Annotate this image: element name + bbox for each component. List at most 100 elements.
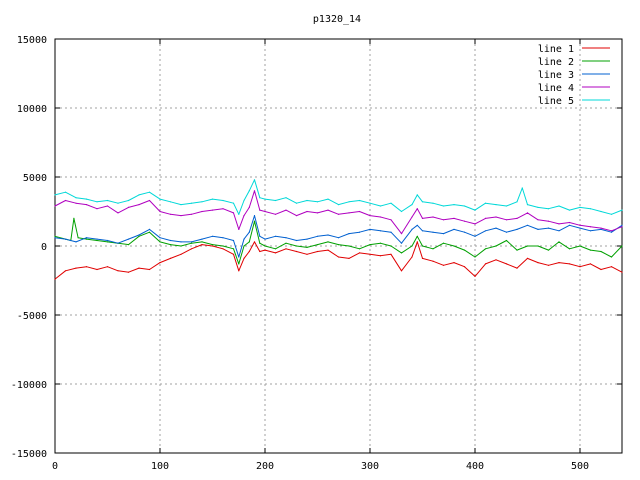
series-3-point xyxy=(306,238,308,240)
series-2-point xyxy=(253,220,256,222)
series-5-point xyxy=(369,202,371,204)
y-tick-label: 5000 xyxy=(23,173,47,184)
x-tick-label: 400 xyxy=(466,461,484,472)
series-4-point xyxy=(64,199,67,202)
series-5-point xyxy=(416,194,418,196)
series-1-point xyxy=(190,248,193,250)
series-2-point xyxy=(411,245,413,247)
series-1-point xyxy=(442,264,445,266)
series-4-point xyxy=(537,219,539,221)
series-3-point xyxy=(190,241,193,243)
series-4-point xyxy=(190,213,193,215)
series-4-point xyxy=(222,208,224,210)
series-4-point xyxy=(243,215,245,217)
series-1-point xyxy=(621,271,623,273)
series-5-point xyxy=(568,209,571,211)
series-2-point xyxy=(453,245,455,247)
series-5-point xyxy=(306,199,308,202)
series-1-point xyxy=(453,262,455,264)
series-2-point xyxy=(274,248,277,250)
series-4-point xyxy=(211,209,214,211)
series-2-point xyxy=(416,235,418,237)
y-tick-label: -15000 xyxy=(11,449,47,460)
series-4-point xyxy=(610,230,613,232)
series-4-point xyxy=(547,220,550,222)
series-1-point xyxy=(421,257,424,259)
series-2-point xyxy=(259,242,261,244)
series-2-point xyxy=(432,248,434,250)
series-2-point xyxy=(306,246,308,248)
series-4-point xyxy=(148,199,151,202)
series-4-point xyxy=(85,204,88,206)
series-4-point xyxy=(274,213,277,215)
series-3-point xyxy=(547,227,550,229)
series-1-point xyxy=(148,268,151,271)
series-1-point xyxy=(264,249,266,251)
series-4-point xyxy=(232,212,235,214)
series-5-point xyxy=(432,202,434,204)
y-tick-label: 10000 xyxy=(17,104,47,115)
series-4-point xyxy=(201,210,203,213)
series-1-point xyxy=(432,260,434,262)
series-5-point xyxy=(85,198,88,200)
series-2-point xyxy=(159,241,161,243)
series-1-point xyxy=(610,266,613,268)
series-2-point xyxy=(369,244,371,246)
series-4-point xyxy=(453,217,455,219)
series-5-point xyxy=(159,198,161,200)
series-3-point xyxy=(568,224,571,226)
series-5-point xyxy=(259,197,261,199)
series-3-point xyxy=(463,231,466,233)
series-1-point xyxy=(96,268,98,271)
series-2-point xyxy=(285,242,287,244)
series-3-point xyxy=(159,237,161,239)
series-3-point xyxy=(505,231,508,233)
series-3-point xyxy=(537,228,539,230)
x-tick-label: 500 xyxy=(571,461,589,472)
series-1-point xyxy=(201,244,203,246)
series-1-point xyxy=(505,263,508,265)
series-4-point xyxy=(264,210,266,213)
series-5-point xyxy=(75,197,77,199)
series-4-point xyxy=(416,208,418,210)
series-1-point xyxy=(369,253,371,255)
series-4-point xyxy=(169,213,172,215)
series-4-point xyxy=(138,204,140,206)
series-2-point xyxy=(568,248,571,250)
series-2-point xyxy=(106,241,109,243)
series-1-point xyxy=(117,270,119,272)
series-4-point xyxy=(579,224,581,226)
series-5-point xyxy=(248,190,250,192)
series-3-point xyxy=(85,237,88,239)
series-5-point xyxy=(148,191,151,193)
series-3-point xyxy=(316,235,319,237)
series-5-point xyxy=(495,204,497,206)
legend-label: line 4 xyxy=(538,83,574,94)
series-5-point xyxy=(358,199,361,202)
series-1-point xyxy=(526,257,529,259)
series-3-point xyxy=(327,234,329,236)
series-2-point xyxy=(201,241,203,243)
series-2-point xyxy=(180,245,182,247)
series-1-point xyxy=(495,259,497,261)
series-3-point xyxy=(495,227,497,229)
series-2-point xyxy=(463,249,466,251)
series-2-point xyxy=(238,263,240,265)
legend-label: line 5 xyxy=(538,96,574,107)
axis-ticks: 0 100 200 300 400 500 -15000 -10000 -5000 0 5000 10… xyxy=(11,35,622,472)
series-5-point xyxy=(180,204,182,206)
series-3-point xyxy=(348,233,350,235)
series-4-point xyxy=(526,212,529,214)
series-3-point xyxy=(400,242,403,244)
series-1-point xyxy=(85,266,88,268)
series-5-point xyxy=(316,201,319,203)
series-1-point xyxy=(537,262,539,264)
series-3-point xyxy=(621,224,623,226)
series-2-point xyxy=(73,217,75,219)
series-3-point xyxy=(474,235,476,237)
series-4-point xyxy=(421,217,424,219)
series-3-point xyxy=(337,237,340,239)
series-1-point xyxy=(106,266,109,268)
y-tick-label: -10000 xyxy=(11,380,47,391)
